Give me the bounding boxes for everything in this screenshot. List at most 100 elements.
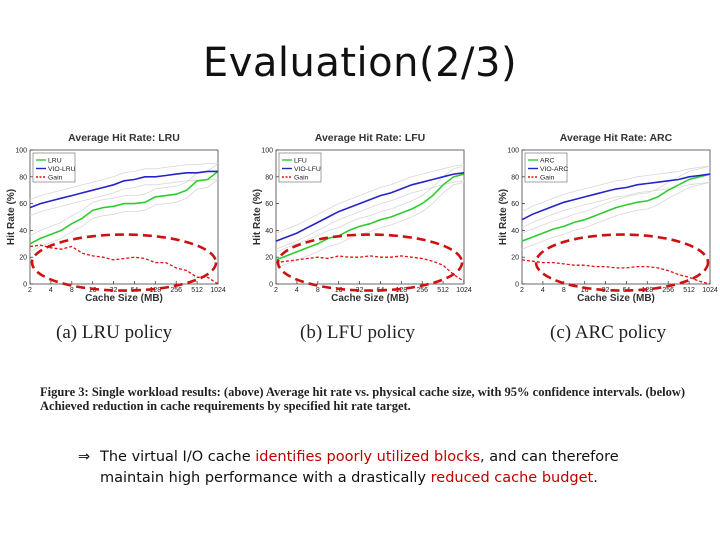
y-tick-label: 60 <box>265 201 273 208</box>
confidence-band <box>29 179 219 253</box>
annotation-ellipse <box>534 233 710 292</box>
x-tick-label: 512 <box>683 287 695 294</box>
x-tick-label: 16 <box>89 287 97 294</box>
caption-lfu: (b) LFU policy <box>300 322 416 343</box>
confidence-band <box>29 179 218 217</box>
y-tick-label: 20 <box>19 255 27 262</box>
y-tick-label: 40 <box>19 228 27 235</box>
legend-label: Gain <box>294 175 309 182</box>
y-tick-label: 20 <box>511 255 519 262</box>
y-tick-label: 100 <box>261 148 273 155</box>
x-tick-label: 32 <box>356 287 364 294</box>
x-tick-label: 8 <box>70 287 74 294</box>
slide-title: Evaluation(2/3) <box>202 40 518 86</box>
x-tick-label: 256 <box>170 287 182 294</box>
chart-title: Average Hit Rate: LRU <box>68 132 180 144</box>
y-tick-label: 20 <box>265 255 273 262</box>
y-axis-label: Hit Rate (%) <box>6 189 17 245</box>
y-tick-label: 80 <box>265 174 273 181</box>
legend-label: LFU <box>294 158 307 165</box>
x-tick-label: 128 <box>149 287 161 294</box>
y-tick-label: 100 <box>507 148 519 155</box>
implies-arrow-icon: ⇒ <box>78 449 91 465</box>
series-line-lfu <box>275 173 465 261</box>
legend-label: ARC <box>540 158 554 165</box>
x-axis-label: Cache Size (MB) <box>577 293 655 304</box>
y-tick-label: 0 <box>269 282 273 289</box>
confidence-band <box>521 165 711 212</box>
y-axis-label: Hit Rate (%) <box>252 189 263 245</box>
bullet-highlight: identifies poorly utilized blocks <box>255 449 481 465</box>
x-tick-label: 1024 <box>210 287 226 294</box>
caption-lru: (a) LRU policy <box>56 322 173 343</box>
y-tick-label: 60 <box>511 201 519 208</box>
x-tick-label: 2 <box>274 287 278 294</box>
x-tick-label: 16 <box>581 287 589 294</box>
legend-label: VIO-LFU <box>294 166 321 173</box>
y-tick-label: 80 <box>19 174 27 181</box>
x-tick-label: 128 <box>641 287 653 294</box>
bullet-text: ⇒ The virtual I/O cache identifies poorly… <box>78 447 678 489</box>
series-line-gain <box>29 244 219 285</box>
y-axis-label: Hit Rate (%) <box>498 189 509 245</box>
figure-caption: Figure 3: Single workload results: (abov… <box>40 385 686 413</box>
chart-title: Average Hit Rate: ARC <box>560 132 673 144</box>
bullet-text-part: maintain high performance with a drastic… <box>100 470 431 486</box>
x-tick-label: 512 <box>437 287 449 294</box>
y-tick-label: 100 <box>15 148 27 155</box>
x-tick-label: 4 <box>49 287 53 294</box>
x-tick-label: 128 <box>395 287 407 294</box>
series-line-gain <box>275 255 465 282</box>
chart-title: Average Hit Rate: LFU <box>315 132 425 144</box>
confidence-band <box>29 163 218 200</box>
legend-label: LRU <box>48 158 62 165</box>
x-tick-label: 1024 <box>456 287 472 294</box>
annotation-ellipse <box>30 233 218 292</box>
x-tick-label: 2 <box>28 287 32 294</box>
confidence-band <box>521 181 711 229</box>
bullet-highlight: reduced cache budget <box>430 470 594 486</box>
x-axis-label: Cache Size (MB) <box>331 293 409 304</box>
chart-arc: Average Hit Rate: ARC 0 20 40 60 80 100 2 4 8 16 32… <box>498 132 718 304</box>
chart-lfu: Average Hit Rate: LFU 0 20 40 60 80 100 2 4 8 16 32… <box>252 132 472 304</box>
x-tick-label: 4 <box>541 287 545 294</box>
series-line-lru <box>29 170 219 245</box>
bullet-text-part: The virtual I/O cache <box>100 449 256 465</box>
bullet-text-part: , and can therefore <box>480 449 619 465</box>
y-tick-label: 0 <box>23 282 27 289</box>
chart-lru: Average Hit Rate: LRU 0 20 40 60 80 100 2 4 8 16 32… <box>6 132 226 304</box>
x-tick-label: 8 <box>562 287 566 294</box>
legend-label: Gain <box>48 175 63 182</box>
y-tick-label: 40 <box>265 228 273 235</box>
series-line-gain <box>521 259 711 285</box>
x-tick-label: 4 <box>295 287 299 294</box>
series-line-arc <box>521 173 711 242</box>
y-tick-label: 60 <box>19 201 27 208</box>
x-tick-label: 2 <box>520 287 524 294</box>
x-tick-label: 1024 <box>702 287 718 294</box>
y-tick-label: 0 <box>515 282 519 289</box>
confidence-band <box>275 180 465 250</box>
confidence-band <box>521 165 711 234</box>
x-tick-label: 512 <box>191 287 203 294</box>
x-tick-label: 256 <box>662 287 674 294</box>
legend-label: VIO-ARC <box>540 166 568 173</box>
bullet-text-part: . <box>593 470 598 486</box>
caption-arc: (c) ARC policy <box>550 322 667 343</box>
y-tick-label: 40 <box>511 228 519 235</box>
legend-label: Gain <box>540 175 555 182</box>
x-tick-label: 32 <box>602 287 610 294</box>
x-tick-label: 256 <box>416 287 428 294</box>
confidence-band <box>29 163 219 237</box>
x-tick-label: 16 <box>335 287 343 294</box>
x-axis-label: Cache Size (MB) <box>85 293 163 304</box>
confidence-band <box>521 181 711 250</box>
series-line-vio-lfu <box>275 172 465 242</box>
series-line-vio-lru <box>29 170 218 209</box>
series-line-vio-arc <box>521 173 711 221</box>
x-tick-label: 32 <box>110 287 118 294</box>
x-tick-label: 8 <box>316 287 320 294</box>
confidence-band <box>275 164 465 234</box>
confidence-band <box>275 181 465 269</box>
y-tick-label: 80 <box>511 174 519 181</box>
